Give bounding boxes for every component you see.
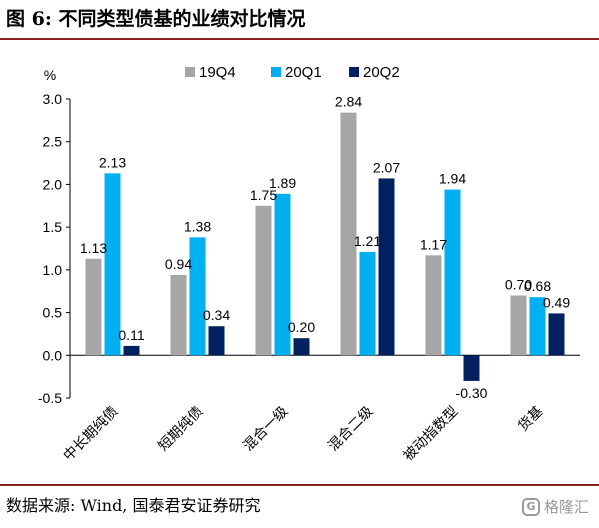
bar-20Q2-3	[378, 178, 395, 356]
bar-19Q4-5	[510, 295, 527, 356]
y-tick-label: 2.5	[43, 134, 63, 150]
data-label: 0.20	[288, 319, 315, 335]
data-label: 1.38	[184, 218, 211, 234]
y-tick-label: 0.5	[43, 305, 63, 321]
bar-19Q4-0	[85, 258, 102, 356]
legend-label: 19Q4	[199, 64, 236, 81]
category-label: 被动指数型	[400, 403, 461, 464]
legend-label: 20Q1	[285, 64, 322, 81]
bar-20Q2-0	[123, 345, 140, 356]
bar-20Q2-2	[293, 338, 310, 356]
category-label: 短期纯债	[155, 403, 206, 454]
data-label: 0.34	[203, 307, 230, 323]
y-axis: 3.0 2.5 2.0 1.5 1.0 0.5 0.0 -0.5	[38, 91, 580, 406]
data-label: 1.94	[439, 171, 466, 187]
bar-20Q2-4	[463, 355, 480, 381]
legend-swatch-20Q1	[271, 67, 281, 77]
y-tick-label: 2.0	[43, 176, 63, 192]
bar-20Q1-3	[359, 251, 376, 356]
bar-20Q1-4	[444, 189, 461, 356]
bar-20Q1-0	[104, 173, 121, 356]
legend-swatch-19Q4	[185, 67, 195, 77]
footer-divider	[0, 484, 599, 486]
y-tick-label: -0.5	[38, 390, 62, 406]
bar-20Q1-1	[189, 237, 206, 356]
chart-title: 图 6: 不同类型债基的业绩对比情况	[6, 8, 306, 30]
bar-chart: % 3.0 2.5 2.0 1.5 1.0 0.5 0.0 -0.5 1.13 2.13 0.11…	[38, 64, 580, 464]
category-label: 混合一级	[240, 403, 291, 454]
category-label: 货基	[515, 403, 546, 434]
data-label: 2.13	[99, 154, 126, 170]
y-tick-label: 1.5	[43, 219, 63, 235]
data-label: -0.30	[456, 385, 488, 401]
watermark: G 格隆汇	[521, 496, 589, 517]
watermark-logo-icon: G	[521, 497, 540, 516]
bars	[85, 112, 565, 381]
legend: 19Q4 20Q1 20Q2	[185, 64, 400, 81]
data-label: 1.17	[420, 236, 447, 252]
bar-20Q1-5	[529, 297, 546, 356]
data-label: 1.75	[250, 187, 277, 203]
bar-19Q4-1	[170, 274, 187, 356]
data-label: 0.68	[524, 278, 551, 294]
y-tick-label: 0.0	[43, 347, 63, 363]
bar-20Q1-2	[274, 193, 291, 356]
data-label: 0.70	[505, 276, 532, 292]
title-divider	[0, 38, 599, 40]
data-label: 1.13	[80, 240, 107, 256]
watermark-text: 格隆汇	[543, 498, 589, 516]
bar-19Q4-3	[340, 112, 357, 356]
bar-20Q2-5	[548, 313, 565, 356]
bar-19Q4-4	[425, 255, 442, 356]
y-tick-label: 3.0	[43, 91, 63, 107]
category-label: 混合二级	[325, 403, 376, 454]
y-axis-unit: %	[44, 67, 56, 83]
category-label: 中长期纯债	[60, 403, 121, 464]
legend-label: 20Q2	[363, 64, 400, 81]
x-axis-categories: 中长期纯债 短期纯债 混合一级 混合二级 被动指数型 货基	[60, 403, 546, 464]
bar-19Q4-2	[255, 205, 272, 356]
data-label: 2.07	[373, 159, 400, 175]
data-label: 1.21	[354, 233, 381, 249]
data-label: 0.94	[165, 256, 192, 272]
data-label: 1.89	[269, 175, 296, 191]
source-note: 数据来源: Wind, 国泰君安证券研究	[6, 496, 261, 515]
legend-swatch-20Q2	[349, 67, 359, 77]
y-tick-label: 1.0	[43, 262, 63, 278]
data-label: 0.11	[118, 327, 144, 343]
data-labels: 1.13 2.13 0.11 0.94 1.38 0.34 1.751.89 0.20 2.84…	[80, 94, 570, 401]
data-label: 2.84	[335, 94, 362, 110]
bar-20Q2-1	[208, 326, 225, 356]
data-label: 0.49	[543, 294, 570, 310]
